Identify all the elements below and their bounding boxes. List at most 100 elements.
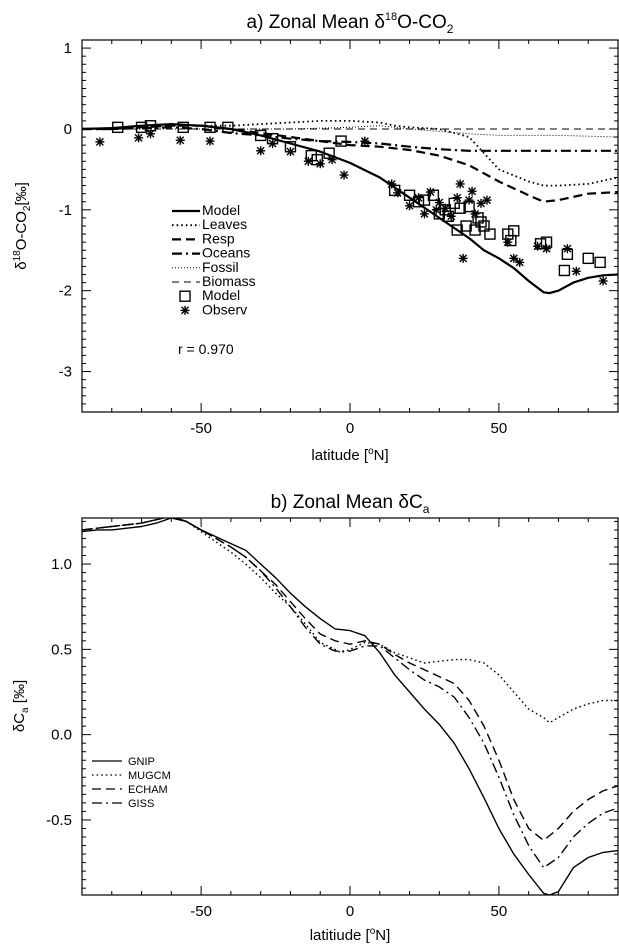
legend-resp-label: Resp [202, 230, 235, 246]
observ-asterisk-marker [268, 139, 278, 149]
observ-asterisk-marker [303, 156, 313, 166]
panel-a-series-leaves-line [82, 120, 618, 187]
panel-b-x-tick-label: 50 [491, 903, 508, 920]
model-square-marker [478, 220, 490, 232]
panel-a-x-axis-label: latitude [oN] [311, 446, 388, 464]
model-square-marker [403, 189, 416, 201]
observ-asterisk-marker [571, 266, 581, 276]
legend-biomass-label: Biomass [202, 273, 256, 289]
observ-asterisk-marker [515, 257, 525, 267]
observ-asterisk-marker [256, 146, 266, 156]
panel-b-title: b) Zonal Mean δCa [271, 492, 430, 516]
legend-mugcm-label: MUGCM [128, 770, 171, 782]
legend-echam-label: ECHAM [128, 784, 168, 796]
panel-a-series-model-line [82, 122, 618, 295]
observ-asterisk-marker [393, 188, 403, 198]
panel-b-y-tick-label: 0.5 [51, 641, 72, 658]
model-square-marker [484, 228, 496, 240]
legend-leaves-label: Leaves [202, 216, 247, 232]
observ-asterisk-marker [431, 205, 441, 215]
model-square-marker [135, 121, 148, 134]
panel-b-legend: GNIP MUGCM ECHAM GISS [92, 756, 171, 810]
observ-asterisk-marker [405, 201, 415, 211]
panel-b: b) Zonal Mean δCa -50 0 50 -0.5 0.0 0.5 1.0 la… [11, 492, 619, 944]
panel-a-series-oceans-line [82, 126, 618, 152]
panel-a-y-tick-label: 0 [64, 121, 72, 138]
observ-asterisk-marker [285, 147, 295, 157]
observ-asterisk-marker [175, 135, 185, 145]
panel-b-plot-frame [81, 517, 619, 896]
panel-b-y-tick-label: -0.5 [46, 812, 72, 829]
legend-model-label: Model [202, 287, 240, 303]
observ-asterisk-marker [315, 159, 325, 169]
observ-asterisk-marker [134, 133, 144, 143]
panel-b-series-mugcm-line [82, 518, 618, 724]
model-square-marker [469, 224, 481, 236]
panel-b-axes: -50 0 50 -0.5 0.0 0.5 1.0 [46, 518, 619, 920]
panel-a-legend: ModelLeavesRespOceansFossilBiomassModelO… [172, 202, 256, 317]
model-square-marker [460, 220, 472, 232]
panel-b-series-lines [82, 518, 618, 895]
model-square-marker [177, 121, 189, 134]
model-square-marker [222, 121, 234, 134]
model-square-marker [508, 225, 520, 237]
model-square-marker [204, 121, 216, 134]
panel-b-x-tick-label: 0 [346, 903, 354, 920]
panel-b-x-axis-label: latitiude [oN] [310, 926, 391, 944]
observ-asterisk-marker [413, 193, 423, 203]
observ-asterisk-marker [509, 253, 519, 263]
observ-asterisk-marker [482, 195, 492, 205]
legend-oceans-label: Oceans [202, 245, 250, 261]
model-square-marker [451, 224, 463, 236]
legend-observ-label: Observ [202, 301, 247, 317]
panel-b-series-giss-line [82, 518, 618, 869]
legend-gnip-label: GNIP [128, 756, 155, 768]
model-square-marker [594, 256, 606, 269]
model-square-marker [454, 202, 466, 214]
model-square-marker [433, 208, 446, 220]
observ-asterisk-marker [452, 193, 462, 203]
panel-a-y-tick-label: -3 [59, 364, 72, 381]
observ-asterisk-marker [327, 155, 337, 165]
observ-asterisk-marker [467, 186, 477, 196]
panel-a-y-tick-label: -2 [59, 283, 72, 300]
model-square-marker [558, 264, 571, 277]
observ-asterisk-marker [455, 179, 465, 189]
model-square-marker [475, 216, 487, 228]
panel-a-plot-frame [81, 39, 619, 413]
panel-b-y-tick-label: 0.0 [51, 727, 72, 744]
panel-a-axes: -50 0 50 -3 -2 -1 0 1 [59, 39, 619, 437]
panel-a-y-tick-label: -1 [59, 202, 72, 219]
model-square-marker [427, 189, 440, 201]
panel-b-series-gnip-line [82, 518, 618, 895]
observ-asterisk-marker [464, 195, 474, 205]
observ-asterisk-marker [458, 253, 468, 263]
panel-a-series-lines [82, 120, 618, 295]
legend-model-square-swatch [179, 290, 191, 302]
model-square-marker [311, 153, 323, 166]
observ-asterisk-marker [425, 187, 435, 197]
panel-a-title: a) Zonal Mean δ18O-CO2 [247, 11, 454, 36]
observ-asterisk-marker [419, 209, 429, 219]
observ-asterisk-marker [562, 244, 572, 254]
panel-a-y-axis-label: δ18O-CO2[‰] [12, 182, 33, 270]
panel-a-x-tick-label: -50 [190, 420, 212, 437]
panel-b-x-tick-label: -50 [190, 903, 212, 920]
observ-asterisk-marker [205, 136, 215, 146]
model-square-marker [254, 129, 267, 142]
observ-asterisk-marker [542, 244, 552, 254]
legend-giss-label: GISS [128, 798, 154, 810]
legend-model-label: Model [202, 202, 240, 218]
panel-a: a) Zonal Mean δ18O-CO2 -50 0 50 -3 -2 -1 0 1 la… [12, 11, 619, 464]
observ-asterisk-marker [440, 203, 450, 213]
observ-asterisk-marker [503, 237, 513, 247]
observ-asterisk-marker [339, 170, 349, 180]
observ-asterisk-marker [360, 136, 370, 146]
panel-a-markers [95, 120, 608, 286]
panel-a-series-fossil-line [82, 125, 618, 138]
panel-a-series-resp-line [82, 124, 618, 203]
observ-asterisk-marker [145, 129, 155, 139]
model-square-marker [335, 135, 347, 147]
model-square-marker [323, 147, 335, 159]
